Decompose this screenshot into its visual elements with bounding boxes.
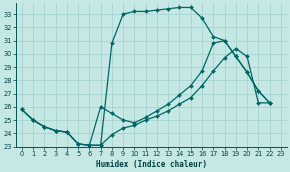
X-axis label: Humidex (Indice chaleur): Humidex (Indice chaleur): [96, 159, 207, 169]
